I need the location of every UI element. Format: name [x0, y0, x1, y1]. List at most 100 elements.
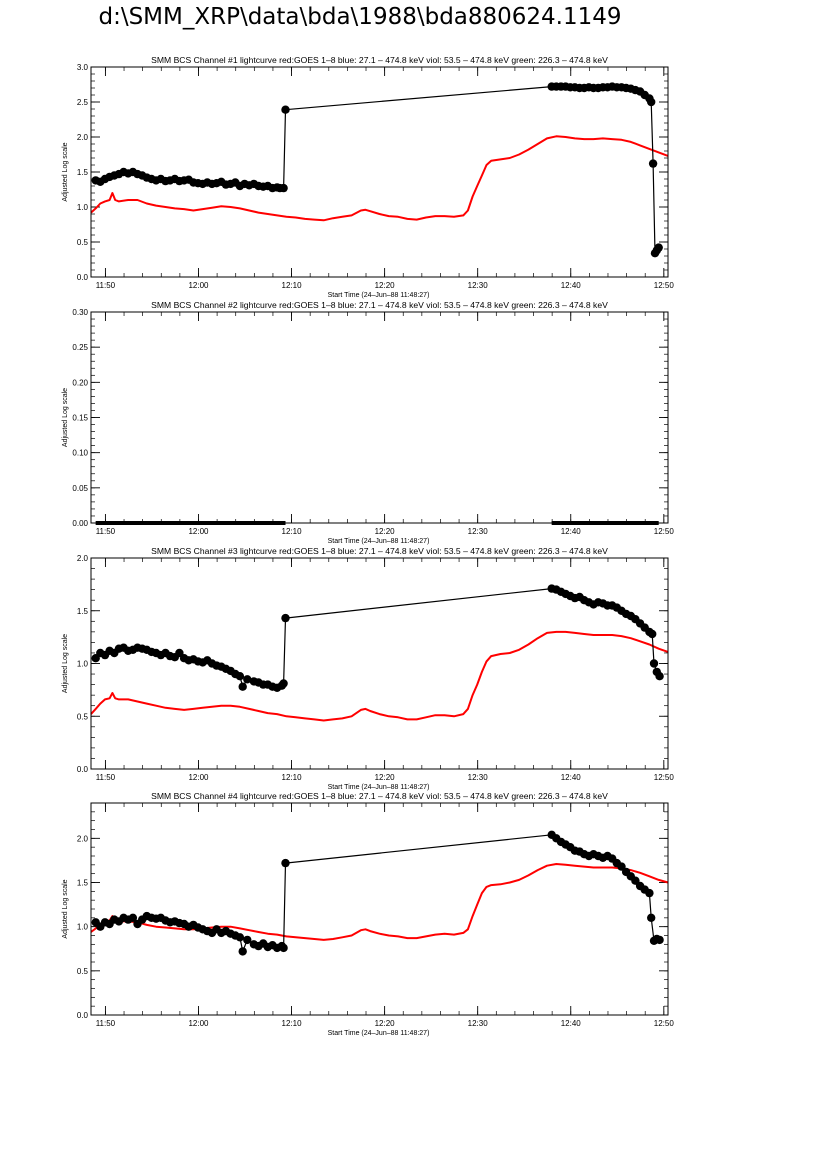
x-tick-label: 11:50: [96, 527, 116, 536]
chart-title: SMM BCS Channel #1 lightcurve red:GOES 1…: [151, 55, 608, 65]
data-point: [279, 679, 288, 688]
y-tick-label: 2.0: [77, 133, 89, 142]
x-tick-label: 12:40: [561, 773, 582, 782]
y-tick-label: 0.25: [72, 343, 88, 352]
data-point: [281, 105, 290, 114]
x-tick-label: 12:00: [188, 1019, 209, 1028]
y-tick-label: 0.5: [77, 712, 89, 721]
y-tick-label: 1.5: [77, 607, 89, 616]
data-point: [238, 947, 247, 956]
data-point: [128, 913, 138, 922]
y-tick-label: 0.5: [77, 967, 89, 976]
y-axis-label: Adjusted Log scale: [62, 142, 69, 201]
x-tick-label: 12:50: [654, 527, 675, 536]
data-point: [281, 613, 290, 623]
plot-frame: [90, 66, 669, 278]
data-point: [243, 675, 252, 684]
y-tick-label: 0.10: [72, 449, 88, 458]
x-tick-label: 12:20: [375, 1019, 396, 1028]
data-point: [235, 933, 245, 942]
x-tick-label: 12:40: [561, 1019, 582, 1028]
y-tick-label: 0.20: [72, 378, 88, 387]
x-tick-label: 12:10: [282, 773, 303, 782]
y-tick-label: 2.0: [77, 554, 89, 563]
y-tick-label: 2.0: [77, 834, 89, 843]
data-point: [654, 243, 663, 252]
y-tick-label: 1.0: [77, 923, 89, 932]
goes-red-series-line: [90, 135, 669, 222]
data-point: [648, 159, 658, 168]
data-point: [279, 943, 288, 953]
x-tick-label: 12:10: [282, 281, 303, 290]
plot-frame: [90, 557, 669, 770]
x-tick-label: 11:50: [96, 1019, 116, 1028]
plot-frame: [90, 311, 669, 524]
x-tick-label: 12:30: [468, 527, 489, 536]
data-point: [647, 97, 656, 107]
chart-panel-3: SMM BCS Channel #3 lightcurve red:GOES 1…: [62, 546, 674, 791]
y-tick-label: 0.30: [72, 308, 88, 317]
y-tick-label: 2.5: [77, 98, 89, 107]
data-point: [655, 672, 664, 681]
chart-panel-1: SMM BCS Channel #1 lightcurve red:GOES 1…: [62, 55, 674, 299]
x-axis-label: Start Time (24–Jun–88 11:48:27): [328, 538, 430, 545]
y-tick-label: 1.0: [77, 660, 89, 669]
x-tick-label: 12:50: [654, 1019, 675, 1028]
page-title: d:\SMM_XRP\data\bda\1988\bda880624.1149: [98, 4, 622, 30]
x-tick-label: 12:00: [188, 527, 209, 536]
data-point: [647, 913, 656, 922]
y-tick-label: 0.05: [72, 484, 88, 493]
x-tick-label: 12:40: [561, 281, 582, 290]
bcs-black-series-line: [95, 587, 661, 689]
x-tick-label: 12:30: [468, 281, 489, 290]
bcs-black-series-line: [95, 85, 660, 254]
x-tick-label: 12:30: [468, 773, 489, 782]
y-axis-label: Adjusted Log scale: [62, 879, 69, 938]
x-tick-label: 12:10: [282, 527, 303, 536]
x-tick-label: 12:30: [468, 1019, 489, 1028]
data-point: [281, 858, 290, 868]
y-tick-label: 0.15: [72, 414, 88, 423]
y-tick-label: 0.0: [77, 273, 89, 282]
x-tick-label: 12:10: [282, 1019, 303, 1028]
data-point: [649, 659, 659, 668]
chart-title: SMM BCS Channel #2 lightcurve red:GOES 1…: [151, 300, 608, 310]
chart-title: SMM BCS Channel #3 lightcurve red:GOES 1…: [151, 546, 608, 556]
y-tick-label: 0.00: [72, 519, 88, 528]
y-tick-label: 0.5: [77, 238, 89, 247]
y-axis-label: Adjusted Log scale: [62, 634, 69, 693]
y-tick-label: 0.0: [77, 765, 89, 774]
data-point: [243, 935, 252, 945]
x-tick-label: 12:20: [375, 773, 396, 782]
data-point: [655, 935, 664, 945]
y-tick-label: 3.0: [77, 63, 89, 72]
x-tick-label: 11:50: [96, 281, 116, 290]
data-point: [648, 629, 657, 639]
x-tick-label: 11:50: [96, 773, 116, 782]
data-point: [238, 682, 247, 691]
y-tick-label: 0.0: [77, 1011, 89, 1020]
x-tick-label: 12:50: [654, 281, 675, 290]
x-tick-label: 12:50: [654, 773, 675, 782]
plot-frame: [90, 802, 669, 1016]
y-axis-label: Adjusted Log scale: [62, 388, 69, 447]
chart-title: SMM BCS Channel #4 lightcurve red:GOES 1…: [151, 791, 608, 801]
x-tick-label: 12:00: [188, 281, 209, 290]
data-point: [235, 672, 245, 681]
y-tick-label: 1.5: [77, 168, 89, 177]
chart-panel-4: SMM BCS Channel #4 lightcurve red:GOES 1…: [62, 791, 674, 1037]
x-tick-label: 12:00: [188, 773, 209, 782]
y-tick-label: 1.0: [77, 203, 89, 212]
y-tick-label: 1.5: [77, 879, 89, 888]
x-tick-label: 12:40: [561, 527, 582, 536]
x-tick-label: 12:20: [375, 527, 396, 536]
x-axis-label: Start Time (24–Jun–88 11:48:27): [328, 292, 430, 299]
data-point: [645, 888, 654, 898]
x-tick-label: 12:20: [375, 281, 396, 290]
x-axis-label: Start Time (24–Jun–88 11:48:27): [328, 784, 430, 791]
chart-panel-2: SMM BCS Channel #2 lightcurve red:GOES 1…: [62, 300, 674, 545]
goes-red-series-line: [90, 630, 669, 722]
x-axis-label: Start Time (24–Jun–88 11:48:27): [328, 1030, 430, 1037]
goes-red-series-line: [90, 863, 669, 941]
